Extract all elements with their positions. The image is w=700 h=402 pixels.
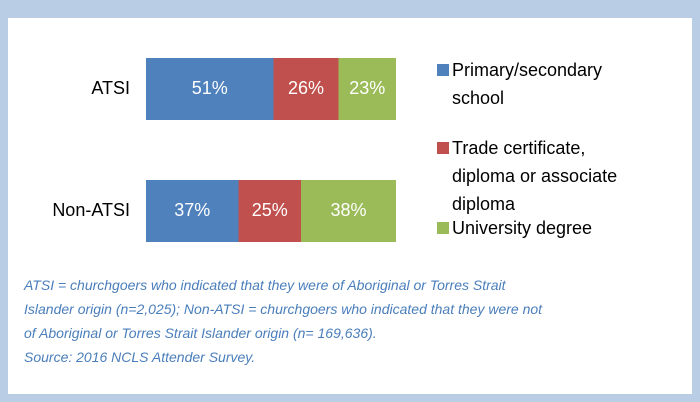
bar-segment	[146, 58, 274, 120]
data-label: 26%	[288, 78, 324, 98]
bar-segment	[338, 58, 396, 120]
category-label: ATSI	[91, 78, 130, 98]
legend-label: Trade certificate, diploma or associate …	[452, 138, 618, 214]
legend-label: Primary/secondary school	[452, 60, 603, 108]
data-label: 37%	[174, 200, 210, 220]
legend-swatch	[437, 142, 449, 154]
footnote: ATSI = churchgoers who indicated that th…	[24, 277, 506, 293]
data-label: 38%	[330, 200, 366, 220]
legend-label: University degree	[452, 218, 593, 238]
data-label: 23%	[349, 78, 385, 98]
bar-segment	[238, 180, 301, 242]
bar-segment	[301, 180, 396, 242]
legend-swatch	[437, 64, 449, 76]
bar-segment	[273, 58, 339, 120]
footnote: Islander origin (n=2,025); Non-ATSI = ch…	[24, 301, 543, 317]
bar-segment	[146, 180, 239, 242]
data-label: 25%	[252, 200, 288, 220]
data-label: 51%	[192, 78, 228, 98]
category-label: Non-ATSI	[52, 200, 130, 220]
footnote: Source: 2016 NCLS Attender Survey.	[24, 349, 256, 365]
footnote: of Aboriginal or Torres Strait Islander …	[24, 325, 377, 341]
legend-swatch	[437, 222, 449, 234]
